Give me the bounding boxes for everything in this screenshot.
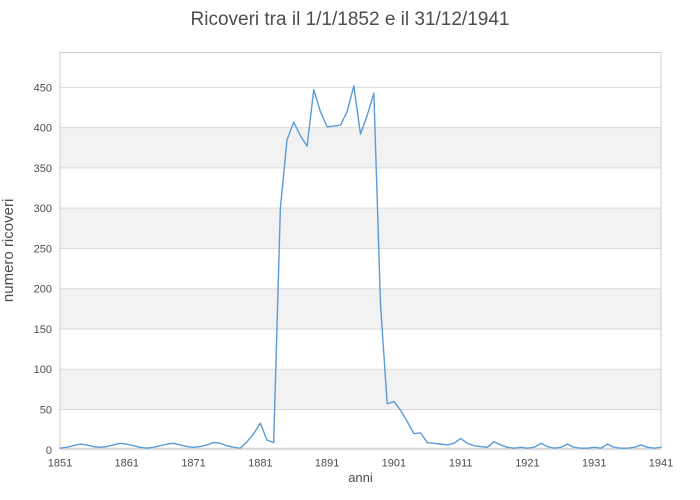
svg-text:1851: 1851	[48, 457, 72, 469]
svg-text:1881: 1881	[248, 457, 272, 469]
svg-text:250: 250	[34, 243, 52, 255]
svg-text:1901: 1901	[382, 457, 406, 469]
svg-text:1921: 1921	[515, 457, 539, 469]
svg-text:350: 350	[34, 163, 52, 175]
svg-text:1891: 1891	[315, 457, 339, 469]
svg-text:1931: 1931	[582, 457, 606, 469]
svg-text:0: 0	[46, 445, 52, 457]
svg-text:1911: 1911	[449, 457, 473, 469]
svg-text:1871: 1871	[181, 457, 205, 469]
svg-text:200: 200	[34, 284, 52, 296]
svg-text:anni: anni	[348, 470, 373, 485]
svg-text:1941: 1941	[649, 457, 673, 469]
svg-text:300: 300	[34, 203, 52, 215]
svg-text:150: 150	[34, 324, 52, 336]
svg-text:50: 50	[40, 405, 52, 417]
svg-text:numero ricoveri: numero ricoveri	[0, 199, 17, 302]
svg-text:450: 450	[34, 82, 52, 94]
svg-text:100: 100	[34, 364, 52, 376]
svg-text:400: 400	[34, 123, 52, 135]
svg-text:1861: 1861	[115, 457, 139, 469]
